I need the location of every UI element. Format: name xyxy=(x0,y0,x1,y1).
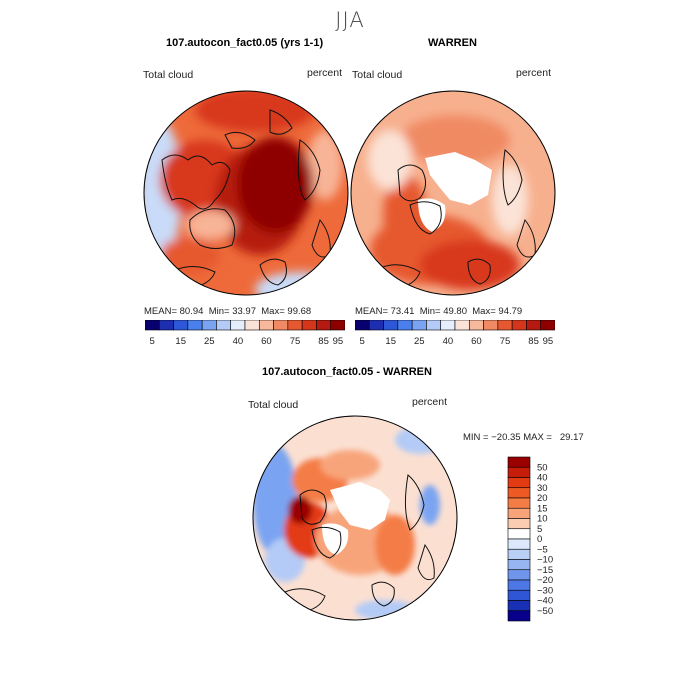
colorbar-swatch xyxy=(507,507,531,519)
polar-map-difference xyxy=(252,415,458,621)
diff-field-label: Total cloud xyxy=(248,399,299,411)
colorbar-swatch xyxy=(507,487,531,499)
colorbar-swatch xyxy=(526,320,542,331)
colorbar-tick-label: 5 xyxy=(359,336,364,347)
colorbar-tick-label: 5 xyxy=(537,524,542,535)
panel-2-stats: MEAN= 73.41 Min= 49.80 Max= 94.79 xyxy=(355,306,523,317)
panel-2-title: WARREN xyxy=(428,37,477,49)
colorbar-swatch xyxy=(145,320,160,331)
colorbar-tick-label: 15 xyxy=(537,503,548,514)
colorbar-swatch xyxy=(507,548,531,560)
diff-title: 107.autocon_fact0.05 - WARREN xyxy=(262,366,432,378)
colorbar-tick-label: 20 xyxy=(537,493,548,504)
colorbar-swatch xyxy=(507,600,531,612)
colorbar-swatch xyxy=(201,320,217,331)
panel-1-title: 107.autocon_fact0.05 (yrs 1-1) xyxy=(166,37,324,49)
colorbar-swatch xyxy=(507,569,531,581)
colorbar-tick-label: −50 xyxy=(537,606,553,617)
polar-map-warren xyxy=(350,90,556,296)
polar-map-model xyxy=(143,90,349,296)
panel-1-stats: MEAN= 80.94 Min= 33.97 Max= 99.68 xyxy=(144,306,312,317)
colorbar-swatch xyxy=(158,320,174,331)
colorbar-swatch xyxy=(483,320,499,331)
colorbar-tick-label: 95 xyxy=(543,336,554,347)
colorbar-model: 5 15 25 40 60 75 85 95 xyxy=(145,320,345,347)
colorbar-tick-label: 75 xyxy=(500,336,511,347)
colorbar-swatch xyxy=(507,610,531,622)
colorbar-tick-label: 60 xyxy=(261,336,272,347)
season-title: JJA xyxy=(335,8,365,32)
colorbar-tick-label: 10 xyxy=(537,514,548,525)
colorbar-swatch xyxy=(187,320,203,331)
colorbar-swatch xyxy=(507,589,531,601)
colorbar-swatch xyxy=(507,528,531,540)
colorbar-swatch xyxy=(301,320,317,331)
colorbar-tick-label: 50 xyxy=(537,462,548,473)
colorbar-swatch xyxy=(258,320,274,331)
diff-minmax: MIN = −20.35 MAX = 29.17 xyxy=(463,432,584,443)
colorbar-tick-label: 25 xyxy=(414,336,425,347)
diff-unit-label: percent xyxy=(412,396,448,408)
colorbar-swatch xyxy=(454,320,470,331)
colorbar-swatch xyxy=(397,320,413,331)
colorbar-tick-label: −15 xyxy=(537,565,553,576)
panel-2-unit-label: percent xyxy=(516,67,552,79)
colorbar-tick-label: 40 xyxy=(233,336,244,347)
colorbar-swatch xyxy=(507,538,531,550)
colorbar-swatch xyxy=(440,320,456,331)
panel-1-field-label: Total cloud xyxy=(143,69,194,81)
colorbar-swatch xyxy=(216,320,232,331)
colorbar-swatch xyxy=(426,320,442,331)
colorbar-swatch xyxy=(287,320,303,331)
colorbar-swatch xyxy=(244,320,260,331)
colorbar-tick-label: 40 xyxy=(537,473,548,484)
colorbar-tick-label: −20 xyxy=(537,575,553,586)
colorbar-tick-label: 25 xyxy=(204,336,215,347)
colorbar-tick-label: 30 xyxy=(537,483,548,494)
colorbar-swatch xyxy=(511,320,527,331)
colorbar-swatch xyxy=(273,320,289,331)
colorbar-swatch xyxy=(540,320,555,331)
colorbar-tick-label: 0 xyxy=(537,534,542,545)
colorbar-swatch xyxy=(173,320,189,331)
colorbar-swatch xyxy=(507,466,531,478)
colorbar-swatch xyxy=(355,320,370,331)
colorbar-swatch xyxy=(368,320,384,331)
colorbar-swatch xyxy=(497,320,513,331)
colorbar-swatch xyxy=(507,477,531,489)
colorbar-tick-label: −5 xyxy=(537,544,548,555)
colorbar-tick-label: −10 xyxy=(537,555,553,566)
colorbar-tick-label: 95 xyxy=(333,336,344,347)
colorbar-tick-label: 85 xyxy=(318,336,329,347)
colorbar-tick-label: 40 xyxy=(443,336,454,347)
colorbar-swatch xyxy=(468,320,484,331)
colorbar-swatch xyxy=(316,320,332,331)
panel-1-unit-label: percent xyxy=(307,67,343,79)
colorbar-swatch xyxy=(411,320,427,331)
colorbar-warren: 5 15 25 40 60 75 85 95 xyxy=(355,320,555,347)
colorbar-swatch xyxy=(507,456,531,468)
colorbar-swatch xyxy=(383,320,399,331)
colorbar-swatch xyxy=(507,518,531,530)
colorbar-tick-label: −40 xyxy=(537,596,553,607)
colorbar-swatch xyxy=(230,320,246,331)
panel-2-field-label: Total cloud xyxy=(352,69,403,81)
colorbar-swatch xyxy=(507,559,531,571)
colorbar-swatch xyxy=(330,320,345,331)
colorbar-tick-label: 60 xyxy=(471,336,482,347)
colorbar-tick-label: −30 xyxy=(537,585,553,596)
colorbar-tick-label: 15 xyxy=(175,336,186,347)
colorbar-swatch xyxy=(507,497,531,509)
colorbar-tick-label: 15 xyxy=(385,336,396,347)
colorbar-tick-label: 5 xyxy=(149,336,154,347)
colorbar-tick-label: 75 xyxy=(290,336,301,347)
colorbar-tick-label: 85 xyxy=(528,336,539,347)
colorbar-swatch xyxy=(507,579,531,591)
